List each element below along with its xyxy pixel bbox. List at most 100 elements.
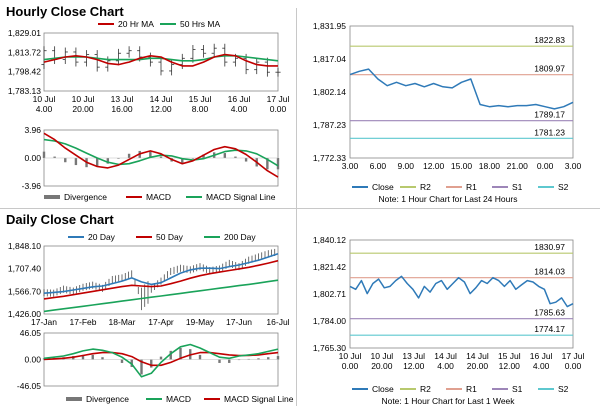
- hourly-close-legend-label: S2: [558, 182, 569, 192]
- hourly-close-ytick: 1,787.23: [313, 120, 346, 130]
- hourly-price-xtick: 10 Jul: [33, 94, 56, 104]
- daily-macd-line: [43, 343, 279, 378]
- hourly-price-xtick: 16 Jul: [228, 94, 251, 104]
- daily-close-ytick: 1,765.30: [313, 343, 346, 353]
- daily-macd-ytick: 0.00: [24, 355, 41, 365]
- hourly-price-ytick: 1,813.72: [8, 47, 41, 57]
- hourly-close-legend-label: R1: [466, 182, 477, 192]
- daily-price-xtick: 17-Apr: [148, 317, 174, 327]
- hourly-price-xtick: 8.00: [192, 104, 209, 114]
- daily-price-ytick: 1,848.10: [8, 241, 41, 251]
- daily-200d-ma-line: [43, 279, 279, 313]
- daily-20d-ma-line: [43, 252, 279, 294]
- daily-close-xtick: 17 Jul: [562, 351, 585, 361]
- hourly-macd-ytick: 3.96: [24, 125, 41, 135]
- daily-close-ytick: 1,784.00: [313, 316, 346, 326]
- daily-close-xtick: 16 Jul: [530, 351, 553, 361]
- column-divider: [296, 8, 297, 406]
- daily-close-legend-label: R2: [420, 384, 431, 394]
- hourly-price-legend-label: 50 Hrs MA: [180, 19, 220, 29]
- hourly-close-xtick: 9.00: [397, 161, 414, 171]
- hourly-macd-legend-label: Divergence: [64, 192, 107, 202]
- daily-price-legend-label: 50 Day: [156, 232, 184, 242]
- hourly-price-xtick: 4.00: [231, 104, 248, 114]
- daily-price-xtick: 17-Jun: [226, 317, 252, 327]
- daily-close-level-label: 1785.63: [534, 308, 565, 318]
- hourly-close-xtick: 3.00: [565, 161, 582, 171]
- daily-close-xtick: 13 Jul: [402, 351, 425, 361]
- daily-chart-title: Daily Close Chart: [6, 212, 114, 227]
- hourly-close-xtick: 21.00: [507, 161, 529, 171]
- daily-close-plot: [349, 239, 574, 349]
- daily-price-ytick: 1,426.00: [8, 309, 41, 319]
- hourly-price-ytick: 1,798.42: [8, 67, 41, 77]
- daily-close-xtick: 10 Jul: [339, 351, 362, 361]
- daily-close-legend-label: Close: [372, 384, 394, 394]
- daily-close-xtick: 4.00: [533, 361, 550, 371]
- daily-price-xtick: 19-May: [186, 317, 215, 327]
- daily-price-legend-label: 200 Day: [224, 232, 256, 242]
- daily-close-note: Note: 1 Hour Chart for Last 1 Week: [381, 396, 515, 406]
- hourly-price-xtick: 20.00: [72, 104, 94, 114]
- hourly-close-xtick: 0.00: [537, 161, 554, 171]
- hourly-close-level-label: 1781.23: [534, 127, 565, 137]
- daily-close-ytick: 1,821.42: [313, 262, 346, 272]
- daily-macd-ytick: 46.05: [20, 328, 42, 338]
- hourly-price-ytick: 1,783.13: [8, 86, 41, 96]
- hourly-price-xtick: 0.00: [270, 104, 287, 114]
- daily-price-xtick: 16-Jul: [266, 317, 289, 327]
- hourly-macd-line: [43, 132, 279, 178]
- hourly-close-ytick: 1,772.33: [313, 153, 346, 163]
- daily-close-xtick: 12.00: [403, 361, 425, 371]
- daily-close-xtick: 20.00: [467, 361, 489, 371]
- daily-close-ytick: 1,840.12: [313, 235, 346, 245]
- hourly-close-legend-label: S1: [512, 182, 523, 192]
- daily-close-close-line: [349, 275, 574, 308]
- hourly-close-legend-label: R2: [420, 182, 431, 192]
- hourly-price-xtick: 10 Jul: [72, 94, 95, 104]
- daily-price-xtick: 17-Jan: [31, 317, 57, 327]
- daily-price-xtick: 18-Mar: [109, 317, 136, 327]
- daily-price-ytick: 1,707.40: [8, 264, 41, 274]
- hourly-close-close-line: [349, 68, 574, 110]
- hourly-price-xtick: 16.00: [111, 104, 133, 114]
- daily-close-legend-label: S2: [558, 384, 569, 394]
- hourly-close-xtick: 12.00: [423, 161, 445, 171]
- daily-50d-ma-line: [43, 259, 279, 300]
- hourly-close-ytick: 1,831.95: [313, 21, 346, 31]
- hourly-price-plot: [43, 32, 279, 92]
- hourly-chart-title: Hourly Close Chart: [6, 4, 124, 19]
- daily-close-legend-label: S1: [512, 384, 523, 394]
- hourly-macd-legend-swatch: [44, 195, 60, 199]
- daily-close-ytick: 1,802.71: [313, 289, 346, 299]
- daily-close-level-label: 1830.97: [534, 242, 565, 252]
- daily-close-xtick: 0.00: [342, 361, 359, 371]
- hourly-macd-ytick: 0.00: [24, 153, 41, 163]
- daily-price-xtick: 17-Feb: [70, 317, 97, 327]
- daily-price-ytick: 1,566.70: [8, 286, 41, 296]
- hourly-close-xtick: 18.00: [479, 161, 501, 171]
- hourly-price-xtick: 15 Jul: [189, 94, 212, 104]
- daily-close-xtick: 10 Jul: [371, 351, 394, 361]
- daily-close-legend-label: R1: [466, 384, 477, 394]
- hourly-macd-legend-label: MACD: [146, 192, 171, 202]
- hourly-price-xtick: 13 Jul: [111, 94, 134, 104]
- daily-close-level-label: 1814.03: [534, 267, 565, 277]
- hourly-close-legend-label: Close: [372, 182, 394, 192]
- hourly-close-xtick: 6.00: [370, 161, 387, 171]
- daily-macd-legend-swatch: [66, 397, 82, 401]
- hourly-macd-ytick: -3.96: [22, 181, 42, 191]
- hourly-price-xtick: 17 Jul: [267, 94, 290, 104]
- hourly-close-ytick: 1,817.04: [313, 54, 346, 64]
- hourly-close-xtick: 15.00: [451, 161, 473, 171]
- daily-close-xtick: 0.00: [565, 361, 582, 371]
- daily-close-xtick: 14 Jul: [434, 351, 457, 361]
- hourly-price-xtick: 14 Jul: [150, 94, 173, 104]
- daily-price-legend-label: 20 Day: [88, 232, 116, 242]
- hourly-close-level-label: 1789.17: [534, 110, 565, 120]
- daily-close-level-label: 1774.17: [534, 324, 565, 334]
- hourly-close-plot: [349, 25, 574, 159]
- hourly-close-xtick: 3.00: [342, 161, 359, 171]
- hourly-price-ytick: 1,829.01: [8, 28, 41, 38]
